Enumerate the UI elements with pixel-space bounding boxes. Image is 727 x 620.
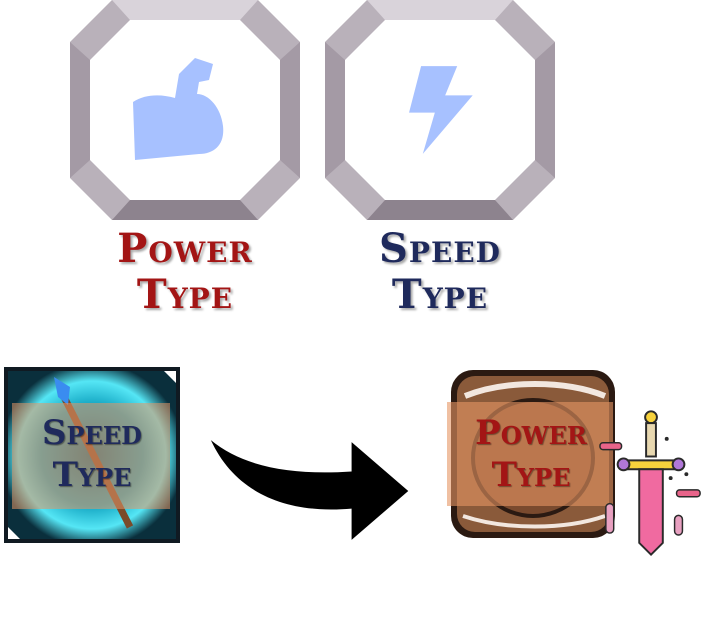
- speed-card-line2: Type: [52, 455, 132, 495]
- curved-arrow-icon: [210, 440, 409, 540]
- power-card-overlay: [447, 402, 613, 506]
- speed-card-overlay: [12, 403, 170, 509]
- flexed-bicep-icon: [133, 58, 224, 160]
- power-type-badge: [70, 0, 300, 220]
- power-card-line1: Power: [475, 413, 587, 453]
- spear-item-card: Speed Type: [4, 367, 180, 543]
- speed-type-label: Speed Type: [345, 226, 535, 318]
- speed-label-line1: Speed: [379, 225, 501, 272]
- sword-icon: [599, 410, 701, 557]
- shield-item-card: Power Type: [445, 366, 621, 542]
- power-card-line2: Type: [491, 455, 571, 495]
- speed-label-line2: Type: [391, 271, 489, 318]
- lightning-bolt-icon: [409, 66, 473, 154]
- speed-card-line1: Speed: [42, 413, 142, 453]
- speed-card-text: Speed Type: [4, 412, 180, 496]
- power-label-line1: Power: [117, 225, 253, 272]
- power-type-label: Power Type: [90, 226, 280, 318]
- power-card-text: Power Type: [441, 412, 621, 496]
- speed-type-badge: [325, 0, 555, 220]
- power-label-line2: Type: [136, 271, 234, 318]
